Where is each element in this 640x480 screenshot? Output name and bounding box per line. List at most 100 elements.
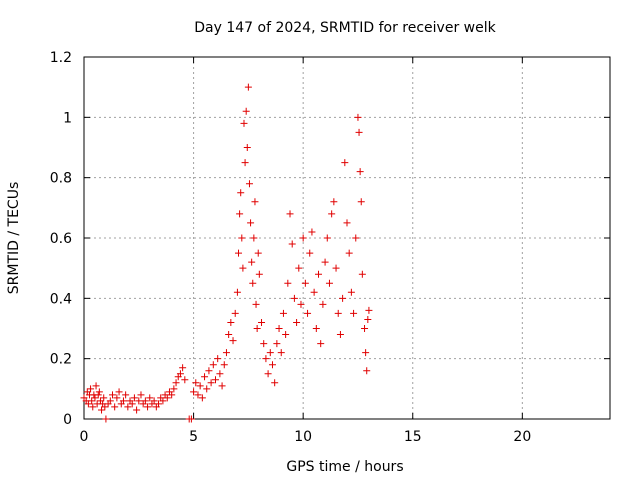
data-point — [130, 394, 138, 402]
x-tick-label: 0 — [80, 429, 89, 445]
data-point — [312, 325, 320, 332]
data-point — [89, 403, 97, 411]
data-point — [239, 264, 247, 272]
data-point — [150, 397, 158, 405]
data-point — [100, 394, 108, 402]
y-tick-label: 1.2 — [50, 50, 72, 66]
x-tick-label: 10 — [294, 429, 312, 445]
data-point — [363, 367, 371, 375]
data-point — [168, 391, 176, 399]
data-point — [357, 198, 365, 206]
x-tick-label: 5 — [189, 429, 198, 445]
data-point — [251, 198, 259, 206]
data-point — [308, 228, 316, 236]
data-point — [141, 397, 149, 405]
data-point — [135, 397, 143, 405]
data-point — [315, 270, 323, 278]
data-point — [288, 240, 296, 248]
data-point — [243, 144, 251, 151]
data-point — [249, 279, 257, 287]
data-point — [172, 379, 180, 387]
data-point — [253, 325, 261, 332]
axis-ticks: 0 5 10 15 20 0 0.2 0.4 0.6 0.8 1 1.2 — [50, 50, 610, 445]
y-tick-label: 0.4 — [50, 291, 72, 307]
data-point — [163, 394, 171, 402]
data-points — [80, 83, 373, 423]
data-point — [91, 394, 99, 402]
data-point — [181, 376, 189, 384]
data-point — [220, 361, 228, 369]
data-point — [341, 159, 349, 167]
data-point — [254, 249, 262, 257]
data-point — [203, 385, 211, 393]
data-point — [207, 379, 215, 387]
data-point — [252, 300, 260, 308]
data-point — [214, 355, 222, 363]
data-point — [339, 294, 347, 302]
data-point — [235, 249, 243, 257]
data-point — [190, 388, 198, 396]
data-point — [144, 403, 152, 411]
data-point — [137, 391, 145, 399]
data-point — [275, 325, 283, 332]
data-point — [128, 400, 136, 408]
data-point — [88, 397, 96, 405]
data-point — [113, 394, 121, 402]
data-point — [328, 210, 336, 218]
data-point — [133, 406, 141, 414]
y-tick-label: 0.6 — [50, 231, 72, 247]
data-point — [106, 397, 114, 405]
data-point — [244, 83, 252, 91]
plot-frame — [83, 56, 611, 420]
data-point — [365, 306, 373, 314]
data-point — [229, 337, 237, 345]
data-point — [334, 309, 342, 317]
data-point — [273, 340, 281, 348]
data-point — [92, 382, 100, 390]
x-tick-label: 20 — [513, 429, 531, 445]
data-point — [336, 331, 344, 339]
data-point — [290, 294, 298, 302]
data-point — [241, 159, 249, 167]
data-point — [304, 309, 312, 317]
data-point — [101, 403, 109, 411]
data-point — [317, 340, 325, 348]
y-tick-label: 0.2 — [50, 352, 72, 368]
gridlines — [84, 57, 610, 419]
data-point — [187, 415, 195, 423]
data-point — [330, 198, 338, 206]
data-point — [277, 349, 285, 357]
data-point — [179, 364, 187, 372]
data-point — [350, 309, 358, 317]
data-point — [159, 397, 167, 405]
data-point — [192, 379, 200, 387]
data-point — [352, 234, 360, 242]
data-point — [222, 349, 230, 357]
data-point — [279, 309, 287, 317]
data-point — [102, 415, 110, 423]
data-point — [240, 119, 248, 127]
data-point — [245, 180, 253, 188]
data-point — [233, 288, 241, 296]
data-point — [108, 391, 116, 399]
data-point — [355, 128, 363, 136]
data-point — [345, 249, 353, 257]
data-point — [248, 258, 256, 266]
data-point — [84, 400, 92, 408]
data-point — [255, 270, 263, 278]
data-point — [293, 318, 301, 326]
data-point — [119, 397, 127, 405]
data-point — [247, 219, 255, 227]
data-point — [282, 331, 290, 339]
data-point — [284, 279, 292, 287]
data-point — [98, 406, 106, 414]
data-point — [155, 400, 163, 408]
x-axis-label: GPS time / hours — [286, 459, 403, 475]
data-point — [286, 210, 294, 218]
data-point — [124, 403, 132, 411]
data-point — [94, 391, 102, 399]
data-point — [216, 370, 224, 378]
data-point — [319, 300, 327, 308]
chart-title: Day 147 of 2024, SRMTID for receiver wel… — [194, 20, 496, 36]
